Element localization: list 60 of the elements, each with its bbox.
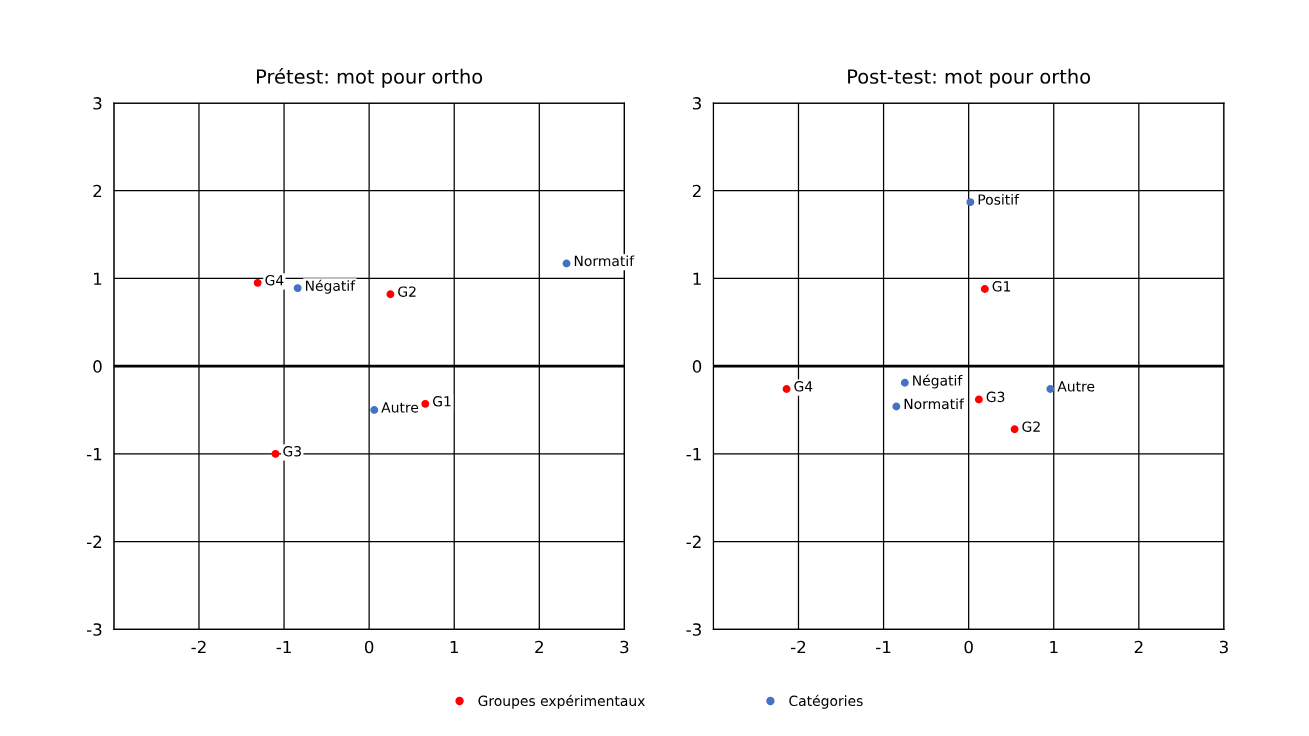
annotation: G3 — [986, 391, 1005, 403]
x-tick-label: 0 — [964, 640, 973, 654]
annotation: Négatif — [913, 374, 963, 389]
point — [253, 278, 262, 287]
point — [980, 285, 989, 293]
point — [782, 385, 791, 393]
annotation: G4 — [265, 274, 284, 286]
annotation: Négatif — [305, 279, 356, 294]
x-tick-label: 0 — [364, 640, 374, 654]
y-tick-label: -1 — [686, 448, 701, 461]
y-tick-label: 1 — [94, 272, 102, 285]
y-tick-label: -2 — [86, 535, 102, 548]
x-tick-label: -1 — [876, 640, 891, 654]
x-tick-label: 3 — [620, 640, 629, 654]
x-tick-label: 2 — [535, 640, 543, 654]
point — [293, 284, 302, 293]
legend-label: Groupes expérimentaux — [478, 694, 645, 709]
annotation: G1 — [992, 281, 1011, 292]
point — [1046, 385, 1055, 393]
annotation: G2 — [1022, 421, 1040, 432]
annotation: Normatif — [904, 398, 965, 410]
point — [966, 198, 975, 207]
point — [892, 402, 901, 411]
x-tick-label: -2 — [191, 640, 206, 654]
x-tick-label: 1 — [450, 640, 458, 654]
x-tick-label: 2 — [1134, 640, 1143, 654]
legend-label: Catégories — [789, 694, 863, 709]
y-tick-label: 3 — [93, 97, 102, 110]
y-tick-label: 2 — [692, 184, 701, 198]
y-tick-label: 1 — [693, 272, 701, 285]
x-tick-label: -1 — [276, 640, 291, 654]
annotation: Normatif — [574, 255, 635, 267]
y-tick-label: -1 — [86, 448, 102, 461]
point — [562, 259, 571, 268]
annotation: Autre — [381, 402, 419, 413]
y-tick-label: 2 — [93, 184, 102, 198]
y-tick-label: -2 — [686, 535, 701, 548]
point — [271, 449, 280, 458]
y-tick-label: 3 — [692, 97, 701, 110]
point — [421, 399, 430, 408]
y-tick-label: -3 — [686, 623, 701, 636]
y-tick-label: -3 — [86, 623, 102, 636]
point — [900, 378, 909, 387]
annotation: G4 — [794, 381, 813, 392]
chart-title: Prétest: mot pour ortho — [257, 68, 483, 88]
point — [370, 406, 379, 414]
x-tick-label: 3 — [1219, 640, 1228, 654]
y-tick-label: 0 — [93, 360, 102, 373]
annotation: G3 — [283, 446, 301, 457]
annotation: Autre — [1057, 381, 1095, 392]
point — [974, 395, 983, 404]
annotation: G2 — [398, 286, 416, 297]
x-tick-label: -2 — [791, 640, 806, 654]
point — [1010, 425, 1019, 434]
point — [386, 290, 395, 299]
annotation: Positif — [978, 194, 1020, 205]
chart-title: Post-test: mot pour ortho — [848, 68, 1091, 88]
x-tick-label: 1 — [1050, 640, 1058, 654]
annotation: G1 — [433, 396, 451, 407]
y-tick-label: 0 — [692, 360, 702, 373]
